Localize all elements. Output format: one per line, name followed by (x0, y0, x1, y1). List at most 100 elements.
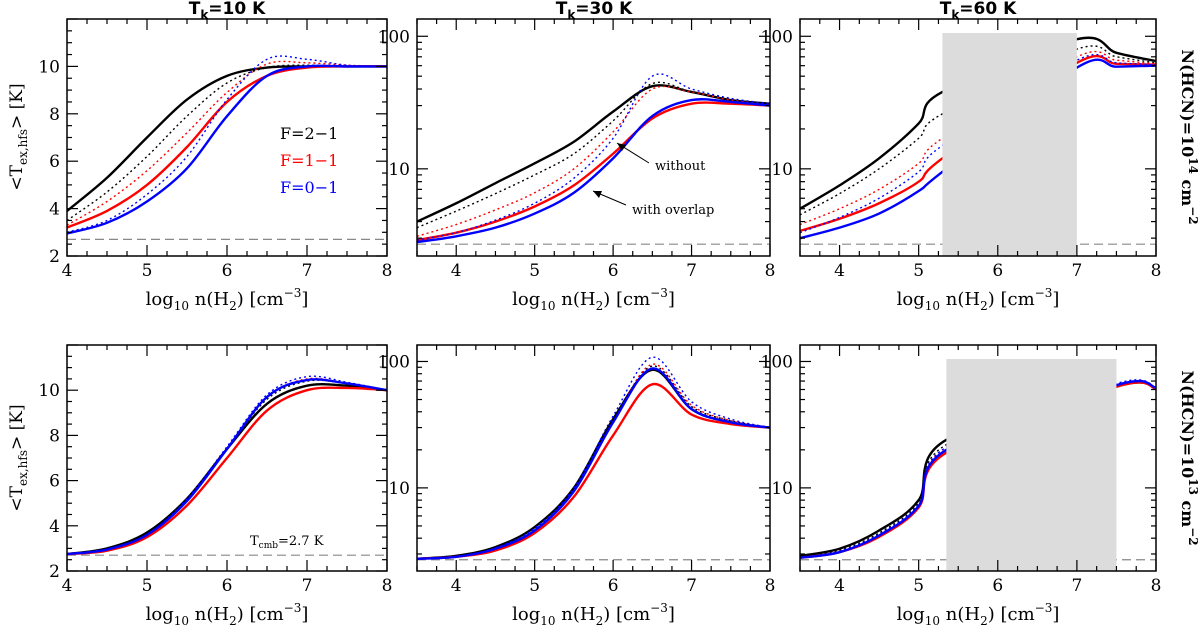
x-axis-label: log10 n(H2) [cm−3] (897, 286, 1060, 313)
x-axis-label: log10 n(H2) [cm−3] (897, 601, 1060, 628)
x-tick-label: 5 (529, 576, 540, 596)
x-tick-label: 8 (1151, 576, 1162, 596)
x-tick-label: 7 (302, 261, 313, 281)
series-line (67, 60, 387, 226)
x-axis-label: log10 n(H2) [cm−3] (512, 286, 675, 313)
y-tick-label: 4 (49, 200, 60, 220)
x-axis-label: log10 n(H2) [cm−3] (146, 601, 309, 628)
series-line (67, 65, 387, 229)
series-line (417, 365, 770, 560)
x-tick-label: 5 (913, 576, 924, 596)
column-title: Tk=30 K (556, 0, 633, 22)
x-tick-label: 4 (451, 576, 462, 596)
x-tick-label: 4 (62, 576, 73, 596)
y-tick-label: 2 (49, 247, 60, 267)
series-line (67, 378, 387, 556)
row-label: N(HCN)=1013 cm−2 (1178, 370, 1200, 545)
series-line (800, 379, 1156, 559)
y-tick-label: 100 (378, 352, 410, 372)
series-line (67, 375, 387, 555)
panel-6: 4 5 6 7 8 10 100 log10 n(H2) [cm−3] (761, 344, 1162, 628)
x-tick-label: 7 (302, 576, 313, 596)
x-tick-label: 5 (529, 261, 540, 281)
x-tick-label: 6 (222, 261, 233, 281)
x-tick-label: 8 (382, 261, 393, 281)
x-tick-label: 4 (62, 261, 73, 281)
y-tick-label: 10 (388, 479, 410, 499)
x-tick-label: 8 (382, 576, 393, 596)
y-tick-label: 6 (49, 472, 60, 492)
panel-5: 4 5 6 7 8 10 100 log10 n(H2) [cm−3] (378, 344, 776, 628)
x-tick-label: 6 (222, 576, 233, 596)
series-line (417, 84, 770, 223)
y-tick-label: 4 (49, 517, 60, 537)
panel-3: 4 5 6 7 8 10 100 log10 n(H2) [cm−3] (761, 18, 1162, 313)
series-line (417, 98, 770, 244)
series-line (67, 64, 387, 222)
x-tick-label: 7 (686, 576, 697, 596)
column-title: Tk=10 K (189, 0, 266, 22)
x-tick-label: 4 (451, 261, 462, 281)
x-tick-label: 6 (608, 261, 619, 281)
x-tick-label: 8 (765, 576, 776, 596)
series-line (67, 379, 387, 555)
x-tick-label: 7 (1071, 261, 1082, 281)
series-line (800, 54, 1156, 234)
legend-entry: F=0−1 (280, 178, 338, 197)
x-tick-label: 8 (765, 261, 776, 281)
y-tick-label: 100 (761, 352, 793, 372)
arrow-head (593, 191, 602, 198)
series-line (800, 54, 1156, 233)
series-line (417, 81, 770, 229)
series-line (67, 64, 387, 235)
y-tick-label: 10 (388, 160, 410, 180)
column-title: Tk=60 K (940, 0, 1017, 22)
series-line (800, 36, 1156, 210)
series-line (67, 65, 387, 212)
y-tick-label: 100 (378, 27, 410, 47)
series-line (67, 377, 387, 555)
series-line (417, 383, 770, 560)
x-axis-label: log10 n(H2) [cm−3] (512, 601, 675, 628)
x-tick-label: 5 (913, 261, 924, 281)
series-line (800, 58, 1156, 240)
x-tick-label: 6 (992, 576, 1003, 596)
x-tick-label: 7 (686, 261, 697, 281)
arrow-head (617, 143, 626, 151)
series-line (417, 73, 770, 241)
x-tick-label: 4 (834, 576, 845, 596)
x-tick-label: 6 (608, 576, 619, 596)
x-tick-label: 5 (142, 576, 153, 596)
x-tick-label: 4 (834, 261, 845, 281)
tcmb-label: Tcmb=2.7 K (250, 534, 324, 551)
series-line (800, 380, 1156, 558)
y-tick-label: 2 (49, 562, 60, 582)
gray-mask (942, 33, 1077, 256)
x-tick-label: 5 (142, 261, 153, 281)
y-tick-label: 100 (761, 27, 793, 47)
annotation-with-overlap: with overlap (632, 203, 714, 218)
x-tick-label: 8 (1151, 261, 1162, 281)
y-tick-label: 10 (771, 160, 793, 180)
y-tick-label: 10 (771, 479, 793, 499)
y-tick-label: 10 (38, 57, 60, 77)
x-tick-label: 6 (992, 261, 1003, 281)
legend-entry: F=2−1 (280, 124, 338, 143)
series-line (417, 367, 770, 560)
series-line (417, 85, 770, 237)
y-tick-label: 10 (38, 381, 60, 401)
legend-entry: F=1−1 (280, 151, 338, 170)
panel-2: 4 5 6 7 8 10 100 log10 n(H2) [cm−3] (378, 18, 776, 313)
x-axis-label: log10 n(H2) [cm−3] (146, 286, 309, 313)
gray-mask (946, 359, 1117, 571)
y-tick-label: 6 (49, 152, 60, 172)
row-label: N(HCN)=1014 cm−2 (1178, 49, 1200, 224)
series-line (67, 386, 387, 556)
series-line (417, 368, 770, 560)
series-line (67, 382, 387, 556)
series-line (417, 363, 770, 560)
x-tick-label: 7 (1071, 576, 1082, 596)
y-axis-label: <Tex,hfs> [K] (7, 83, 30, 190)
